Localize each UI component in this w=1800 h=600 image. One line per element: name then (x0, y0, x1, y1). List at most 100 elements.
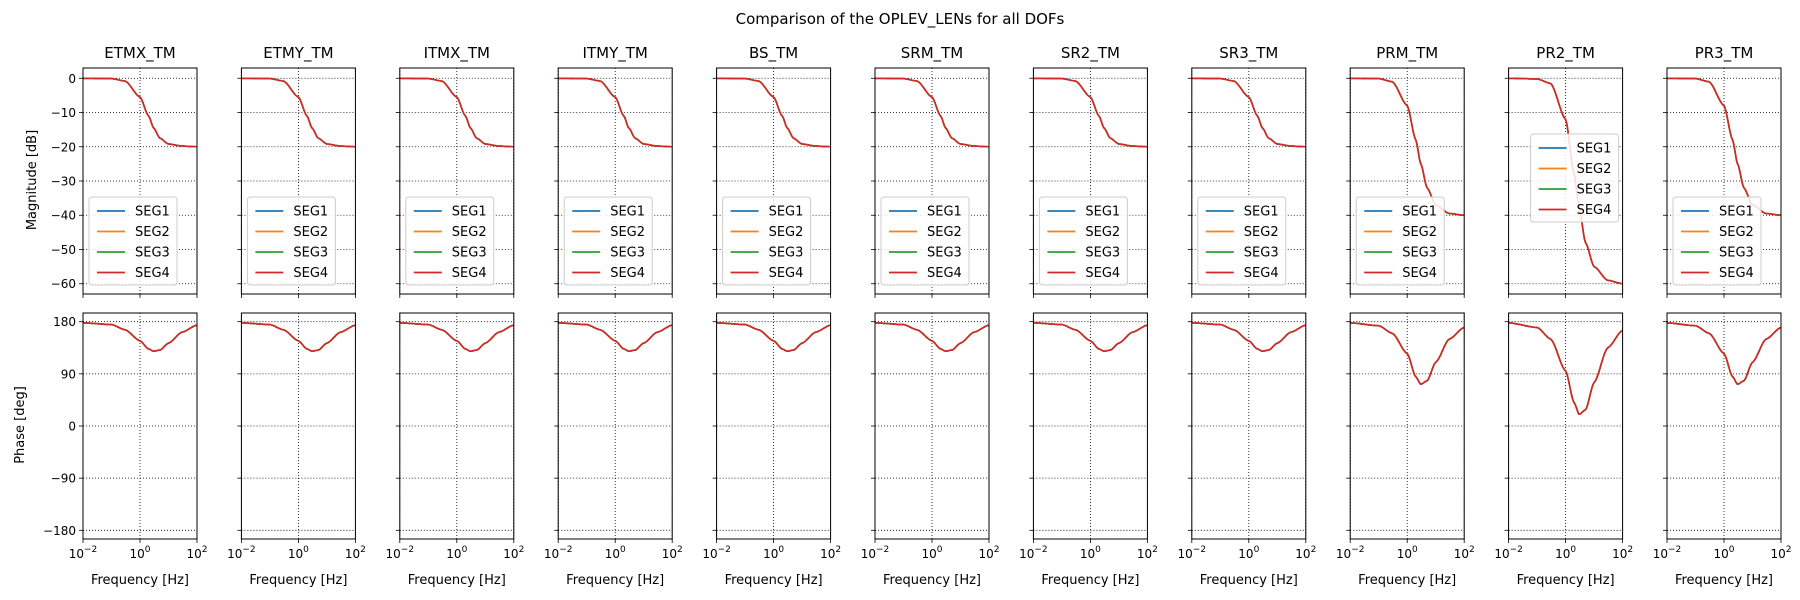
x-tick-label-exponent: 0 (303, 545, 309, 555)
x-tick-label-exponent: 2 (835, 545, 841, 555)
x-tick-label-base: 10 (1238, 547, 1253, 561)
x-tick-label-base: 10 (1397, 547, 1412, 561)
series-line-seg4-magnitude (1508, 77, 1623, 285)
y-tick-label: −40 (51, 209, 76, 223)
legend-label-seg1: SEG1 (927, 205, 962, 220)
series-line-seg4-phase (82, 322, 198, 352)
panel-title: PRM_TM (1376, 44, 1438, 63)
panel-title: SR3_TM (1219, 44, 1278, 63)
panel-title: ITMX_TM (424, 44, 490, 63)
x-axis-label: Frequency [Hz] (566, 573, 664, 588)
axes-frame (1191, 67, 1307, 295)
x-tick-label-base: 10 (1454, 547, 1469, 561)
series-line-seg4-magnitude (82, 77, 198, 148)
x-tick-label-exponent: 2 (677, 545, 683, 555)
axes-frame (82, 312, 198, 540)
x-tick-label: 102 (1137, 545, 1158, 561)
legend-label-seg4: SEG4 (769, 266, 804, 281)
y-tick-label: −90 (51, 472, 76, 486)
axes-frame (716, 67, 832, 295)
legend-label-seg2: SEG2 (1402, 225, 1437, 240)
panel-title: ITMY_TM (583, 44, 648, 63)
x-tick-label-base: 10 (288, 547, 303, 561)
legend: SEG1 SEG2 SEG3 SEG4 (88, 196, 178, 286)
magnitude-axes: SEG1 SEG2 SEG3 SEG4 (712, 67, 832, 298)
x-tick-label-base: 10 (345, 547, 360, 561)
legend: SEG1 SEG2 SEG3 SEG4 (722, 196, 812, 286)
x-tick-label: 10−2 (1019, 545, 1048, 561)
legend-frame (405, 196, 495, 286)
x-tick-label: 10−2 (1653, 545, 1682, 561)
legend-label-seg2: SEG2 (927, 225, 962, 240)
legend-label-seg4: SEG4 (452, 266, 487, 281)
legend-label-seg1: SEG1 (1719, 205, 1754, 220)
legend-label-seg4: SEG4 (1085, 266, 1120, 281)
legend-label-seg4: SEG4 (610, 266, 645, 281)
x-axis-label: Frequency [Hz] (91, 573, 189, 588)
x-tick-label: 10−2 (1178, 545, 1207, 561)
x-tick-label: 100 (1555, 545, 1576, 561)
x-tick-label-exponent: −2 (1351, 545, 1364, 555)
x-tick-label: 10−2 (227, 545, 256, 561)
series-line-seg4-phase (1350, 322, 1465, 385)
x-tick-label-base: 10 (1295, 547, 1310, 561)
x-tick-label-exponent: 0 (1570, 545, 1576, 555)
legend: SEG1 SEG2 SEG3 SEG4 (563, 196, 653, 286)
axes-frame (1666, 67, 1782, 295)
x-axis-label: Frequency [Hz] (1675, 573, 1773, 588)
legend-label-seg3: SEG3 (1244, 246, 1279, 261)
legend: SEG1 SEG2 SEG3 SEG4 (880, 196, 970, 286)
magnitude-axes: SEG1 SEG2 SEG3 SEG4 (395, 67, 515, 298)
legend-label-seg1: SEG1 (452, 205, 487, 220)
axes-frame (1349, 312, 1465, 540)
x-tick-label: 102 (662, 545, 683, 561)
x-tick-label-base: 10 (921, 547, 936, 561)
x-tick-label-base: 10 (1080, 547, 1095, 561)
axes-frame (557, 67, 673, 295)
x-tick-label: 102 (820, 545, 841, 561)
panels: ETMX_TM0−10−20−30−40−50−60SEG1SEG2SEG3SE… (43, 44, 1791, 588)
axes-frame (1191, 312, 1307, 540)
axes-frame (82, 67, 198, 295)
x-tick-label-exponent: 2 (1786, 545, 1792, 555)
panel-title: SRM_TM (901, 44, 964, 63)
axes-frame (716, 312, 832, 540)
y-tick-label: 0 (68, 420, 76, 434)
x-tick-label: 100 (1713, 545, 1734, 561)
legend-frame (1197, 196, 1287, 286)
x-tick-label-exponent: 2 (1469, 545, 1475, 555)
legend-label-seg2: SEG2 (610, 225, 645, 240)
x-tick-label-base: 10 (129, 547, 144, 561)
magnitude-axes: SEG1 SEG2 SEG3 SEG4 (1504, 67, 1624, 298)
legend: SEG1 SEG2 SEG3 SEG4 (405, 196, 495, 286)
panel-title: ETMX_TM (104, 44, 175, 63)
legend-label-seg2: SEG2 (1577, 162, 1612, 177)
x-axis-label: Frequency [Hz] (883, 573, 981, 588)
axes-frame (1666, 312, 1782, 540)
x-tick-label-base: 10 (186, 547, 201, 561)
x-axis-label: Frequency [Hz] (1200, 573, 1298, 588)
legend-label-seg3: SEG3 (927, 246, 962, 261)
legend-label-seg4: SEG4 (927, 266, 962, 281)
legend-label-seg4: SEG4 (1577, 203, 1612, 218)
legend-label-seg4: SEG4 (1402, 266, 1437, 281)
ylabel-magnitude: Magnitude [dB] (25, 130, 40, 230)
x-tick-label: 102 (345, 545, 366, 561)
legend: SEG1 SEG2 SEG3 SEG4 (246, 196, 336, 286)
series-line-seg4-phase (1508, 322, 1623, 415)
x-tick-label-base: 10 (1612, 547, 1627, 561)
y-tick-label: −30 (51, 175, 76, 189)
x-tick-label: 100 (129, 545, 150, 561)
x-tick-label-base: 10 (544, 547, 559, 561)
axes-frame (1032, 67, 1148, 295)
x-tick-label-exponent: 2 (1311, 545, 1317, 555)
x-tick-label-base: 10 (702, 547, 717, 561)
x-tick-label-base: 10 (227, 547, 242, 561)
x-axis-label: Frequency [Hz] (408, 573, 506, 588)
